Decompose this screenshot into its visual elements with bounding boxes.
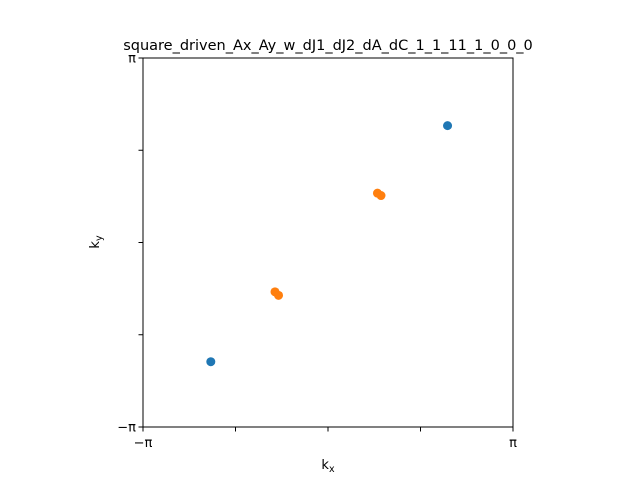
points-layer <box>206 121 453 367</box>
data-point-series-1-3 <box>376 191 386 201</box>
x-axis-ticks: −π π <box>134 427 517 451</box>
y-tick-label: −π <box>117 421 136 436</box>
chart-title: square_driven_Ax_Ay_w_dJ1_dJ2_dA_dC_1_1_… <box>123 38 533 54</box>
data-point-series-0-1 <box>443 121 453 131</box>
y-tick-label: π <box>128 52 136 67</box>
x-axis-label: kx <box>321 458 335 475</box>
x-tick-label: π <box>509 436 517 451</box>
data-point-series-0-0 <box>206 357 216 367</box>
x-axis-label-base: k <box>321 458 329 473</box>
y-axis-ticks: −π π <box>117 52 143 436</box>
x-tick-label: −π <box>134 436 153 451</box>
data-point-series-1-1 <box>274 290 284 300</box>
x-axis-label-subscript: x <box>329 464 335 475</box>
y-axis-label-base: k <box>88 241 103 249</box>
y-axis-label: ky <box>88 235 105 249</box>
y-axis-label-subscript: y <box>94 235 105 241</box>
